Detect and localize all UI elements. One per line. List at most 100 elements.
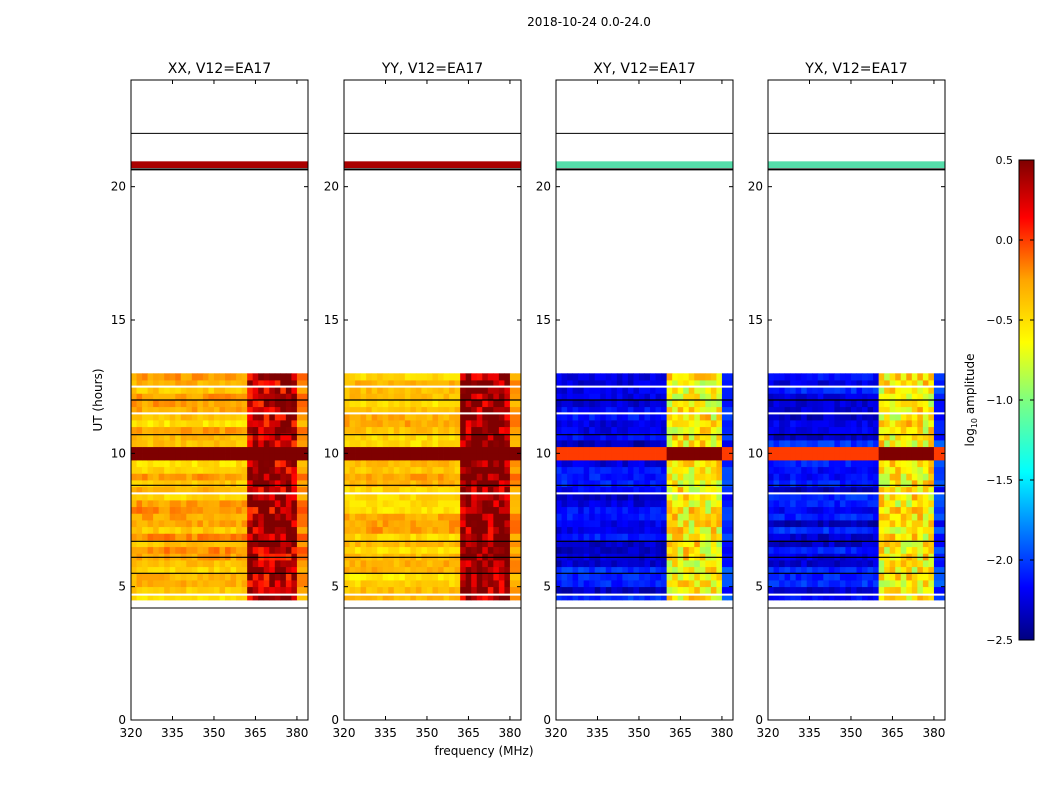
heatmap-cell [371, 500, 378, 508]
heatmap-cell [476, 460, 483, 468]
heatmap-cell [784, 426, 791, 434]
heatmap-cell [633, 580, 640, 588]
heatmap-cell [487, 406, 494, 414]
heatmap-cell [699, 593, 706, 601]
heatmap-cell [600, 426, 607, 434]
heatmap-cell [873, 413, 880, 421]
heatmap-cell [355, 580, 361, 588]
heatmap-cell [247, 573, 254, 581]
heatmap-cell [410, 380, 417, 388]
heatmap-cell [302, 493, 309, 501]
heatmap-cell [443, 386, 450, 394]
heatmap-cell [302, 480, 309, 488]
heatmap-cell [421, 473, 428, 481]
y-tick-label: 15 [536, 313, 551, 327]
heatmap-cell [426, 386, 433, 394]
heatmap-cell [285, 580, 292, 588]
heatmap-cell [911, 413, 918, 421]
heatmap-cell [873, 560, 880, 568]
heatmap-cell [806, 513, 813, 521]
heatmap-cell [252, 413, 259, 421]
heatmap-cell [388, 466, 395, 474]
heatmap-cell [572, 420, 579, 428]
colorbar-tick-label: −1.5 [986, 474, 1013, 487]
heatmap-cell [285, 466, 292, 474]
heatmap-cell [263, 560, 270, 568]
heatmap-cell [158, 446, 165, 454]
heatmap-cell [410, 546, 417, 554]
heatmap-cell [454, 406, 461, 414]
heatmap-cell [180, 466, 187, 474]
heatmap-cell [180, 393, 187, 401]
heatmap-cell [895, 520, 902, 528]
heatmap-cell [556, 546, 562, 554]
heatmap-cell [683, 406, 690, 414]
heatmap-cell [493, 386, 500, 394]
heatmap-cell [302, 580, 309, 588]
heatmap-cell [191, 480, 198, 488]
heatmap-cell [884, 480, 891, 488]
heatmap-cell [449, 426, 456, 434]
heatmap-cell [274, 593, 281, 601]
heatmap-cell [705, 533, 712, 541]
heatmap-cell [583, 586, 590, 594]
heatmap-cell [889, 513, 896, 521]
heatmap-cell [561, 493, 568, 501]
heatmap-cell [263, 486, 270, 494]
heatmap-cell [213, 413, 220, 421]
heatmap-cell [236, 526, 243, 534]
heatmap-cell [790, 393, 797, 401]
heatmap-cell [360, 586, 367, 594]
heatmap-cell [236, 380, 243, 388]
heatmap-cell [845, 520, 852, 528]
heatmap-cell [561, 413, 568, 421]
heatmap-cell [515, 473, 522, 481]
heatmap-cell [465, 546, 472, 554]
heatmap-cell [142, 380, 148, 388]
panel-title: XX, V12=EA17 [168, 61, 271, 77]
heatmap-cell [644, 546, 651, 554]
heatmap-cell [443, 533, 450, 541]
heatmap-cell [895, 533, 902, 541]
heatmap-cell [493, 533, 500, 541]
heatmap-cell [476, 526, 483, 534]
heatmap-cell [795, 573, 802, 581]
heatmap-cell [415, 493, 422, 501]
heatmap-cell [487, 533, 494, 541]
heatmap-cell [366, 466, 373, 474]
heatmap-cell [382, 393, 389, 401]
heatmap-cell [856, 586, 863, 594]
heatmap-cell [421, 460, 428, 468]
heatmap-cell [263, 453, 270, 461]
heatmap-cell [225, 493, 231, 501]
heatmap-cell [605, 373, 612, 381]
heatmap-cell [476, 500, 483, 508]
heatmap-cell [850, 566, 857, 574]
heatmap-cell [504, 426, 511, 434]
heatmap-cell [252, 520, 259, 528]
heatmap-cell [164, 533, 171, 541]
heatmap-cell [136, 466, 143, 474]
heatmap-cell [449, 546, 456, 554]
x-tick-label: 380 [498, 726, 521, 740]
heatmap-cell [867, 540, 874, 548]
heatmap-cell [454, 493, 461, 501]
heatmap-cell [454, 413, 461, 421]
heatmap-cell [828, 466, 835, 474]
heatmap-cell [382, 573, 389, 581]
heatmap-cell [616, 453, 623, 461]
heatmap-cell [355, 486, 361, 494]
heatmap-cell [487, 566, 494, 574]
heatmap-cell [142, 533, 148, 541]
heatmap-cell [258, 566, 265, 574]
heatmap-cell [845, 433, 852, 441]
heatmap-cell [911, 506, 918, 514]
heatmap-cell [572, 400, 579, 408]
heatmap-cell [828, 506, 835, 514]
heatmap-cell [900, 566, 907, 574]
heatmap-cell [823, 526, 830, 534]
heatmap-cell [633, 460, 640, 468]
heatmap-cell [839, 520, 846, 528]
heatmap-cell [432, 486, 439, 494]
